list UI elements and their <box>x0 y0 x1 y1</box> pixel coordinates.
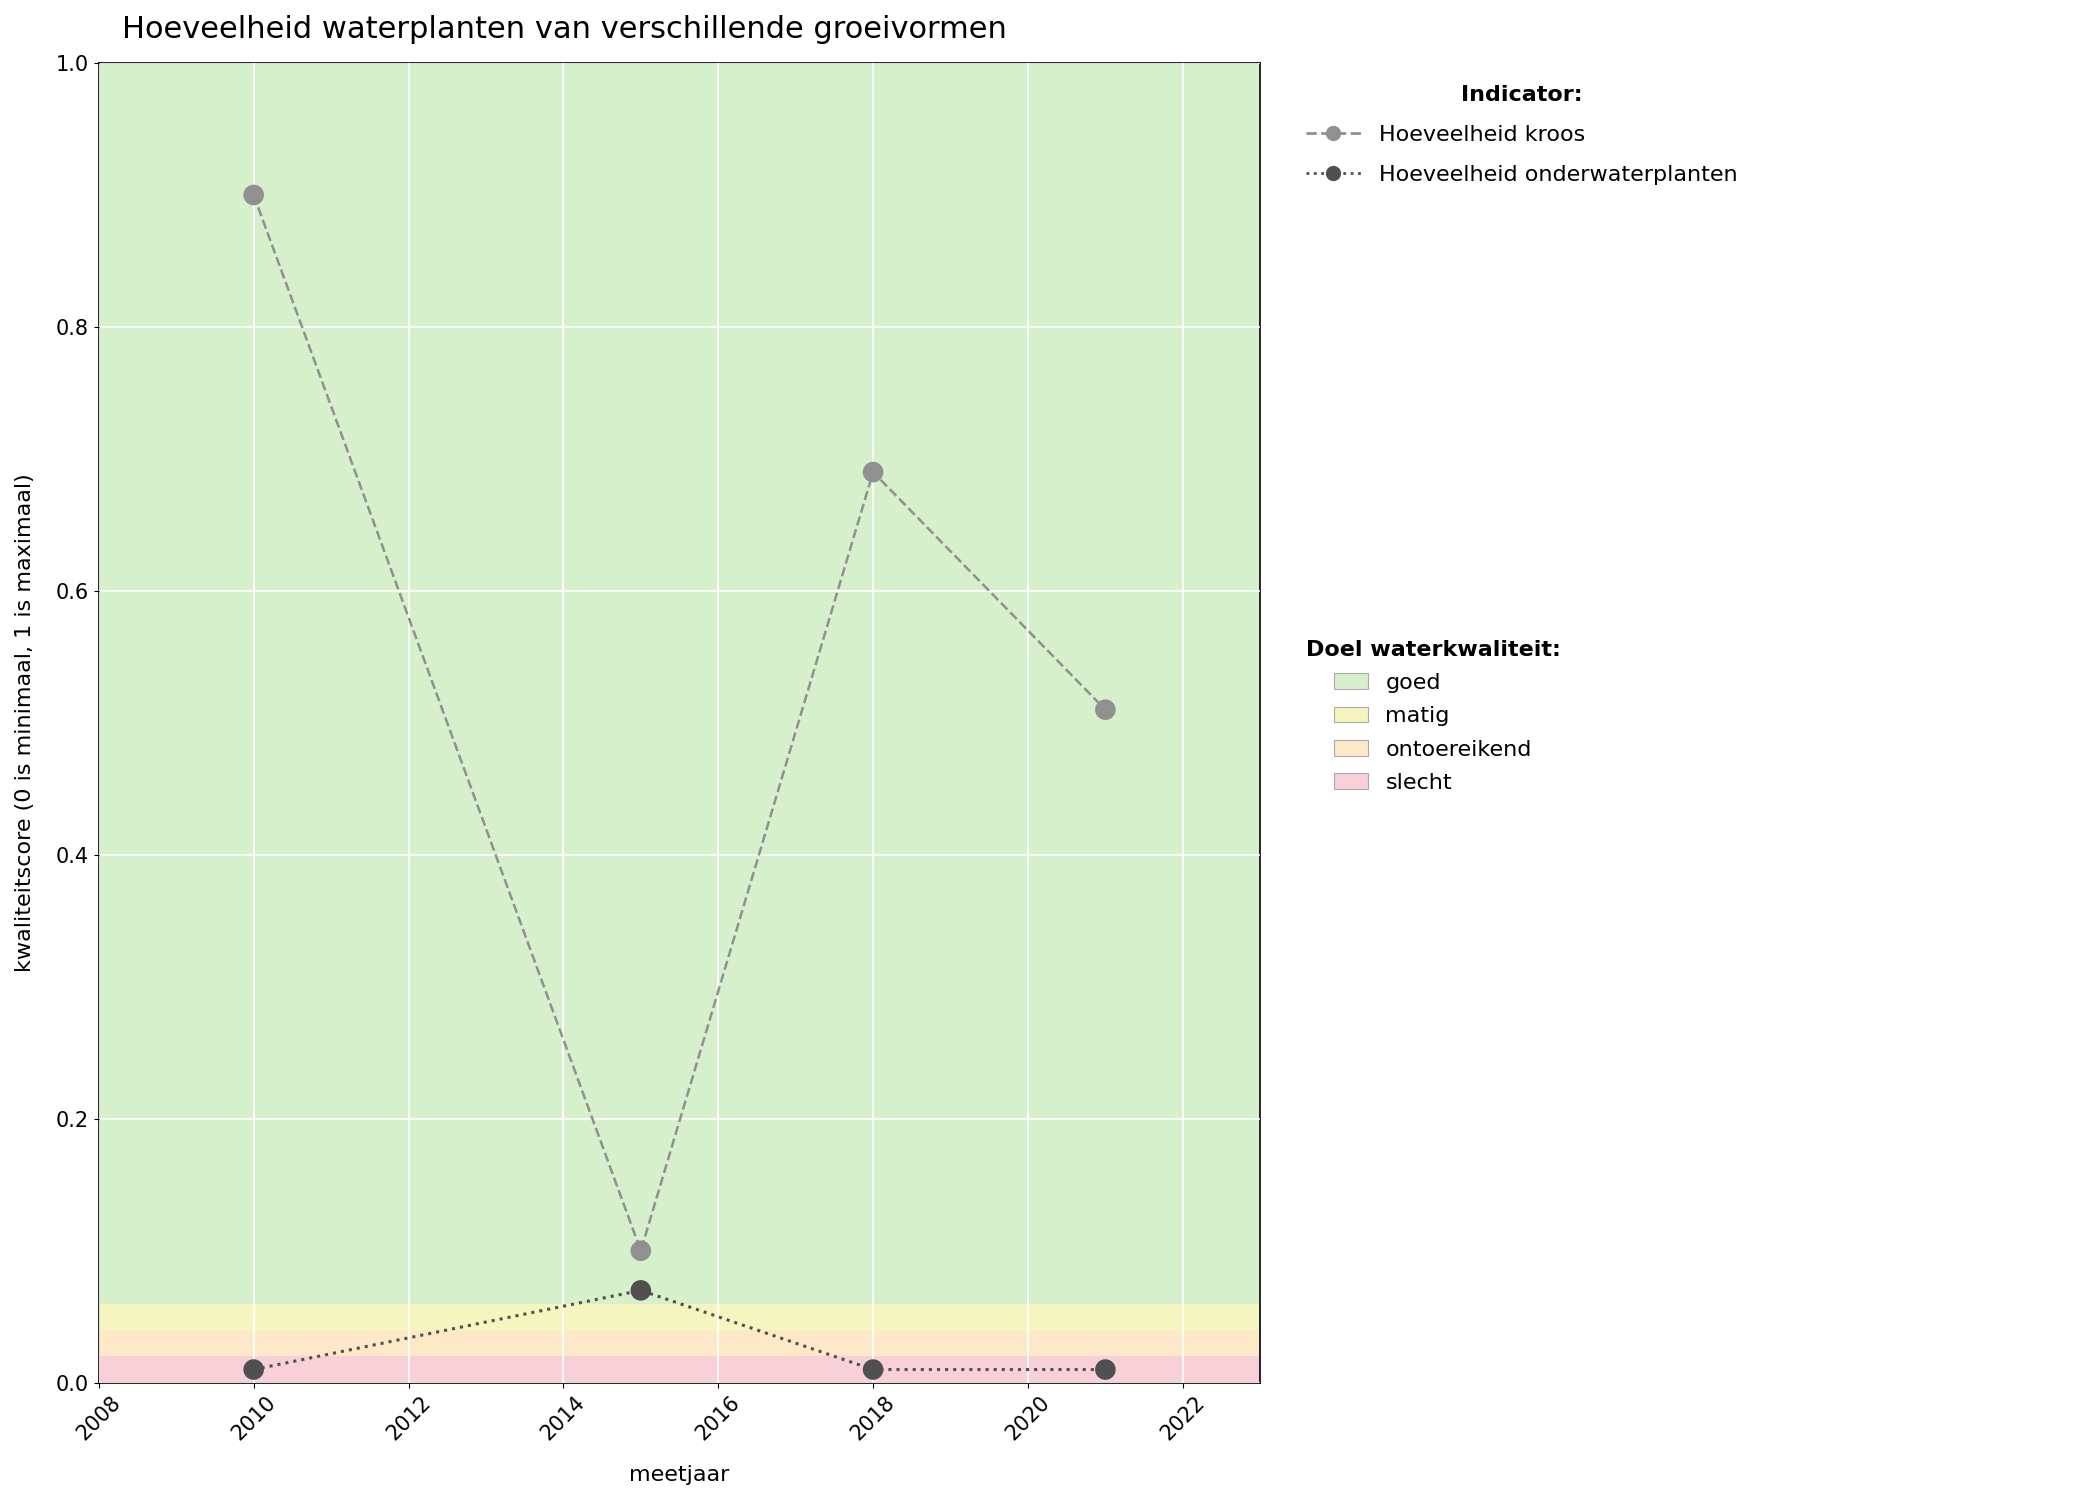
Y-axis label: kwaliteitscore (0 is minimaal, 1 is maximaal): kwaliteitscore (0 is minimaal, 1 is maxi… <box>15 474 36 972</box>
Point <box>624 1239 657 1263</box>
Point <box>237 1358 271 1382</box>
Bar <box>99 1304 1260 1330</box>
Bar <box>99 1356 1260 1383</box>
Point <box>857 460 890 484</box>
Bar <box>99 63 1260 1304</box>
Point <box>1088 698 1121 721</box>
Text: Hoeveelheid waterplanten van verschillende groeivormen: Hoeveelheid waterplanten van verschillen… <box>122 15 1006 44</box>
X-axis label: meetjaar: meetjaar <box>630 1466 729 1485</box>
Point <box>624 1278 657 1302</box>
Legend: goed, matig, ontoereikend, slecht: goed, matig, ontoereikend, slecht <box>1294 628 1571 804</box>
Point <box>857 1358 890 1382</box>
Point <box>1088 1358 1121 1382</box>
Bar <box>99 1330 1260 1356</box>
Point <box>237 183 271 207</box>
